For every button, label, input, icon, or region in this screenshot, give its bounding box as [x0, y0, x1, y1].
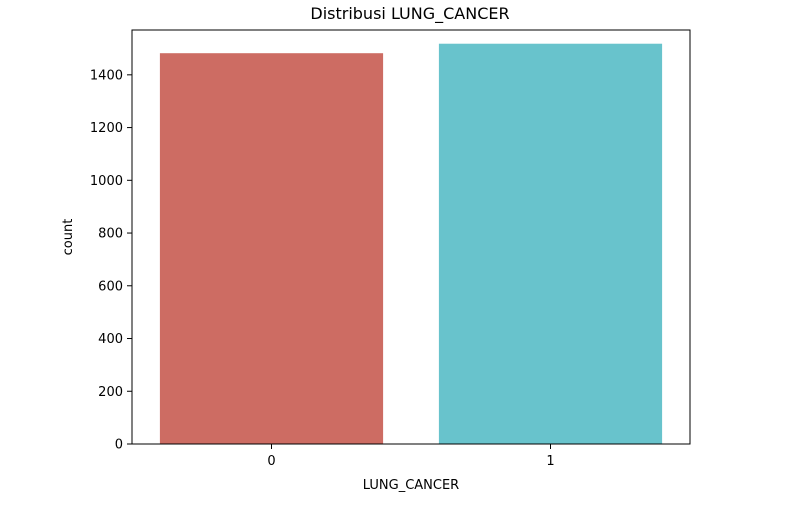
y-tick-label: 1400: [90, 68, 123, 83]
y-tick-label: 400: [98, 332, 123, 347]
x-tick-label: 1: [546, 454, 554, 469]
y-tick-label: 600: [98, 279, 123, 294]
y-tick-label: 0: [115, 438, 123, 453]
bar-1: [438, 43, 663, 445]
y-tick-label: 200: [98, 385, 123, 400]
plot-frame: [131, 29, 691, 445]
y-axis: 0 200 400 600 800 1000 1200 1400: [90, 68, 132, 453]
bars-layer: [159, 43, 663, 445]
y-axis-label: count: [61, 219, 76, 256]
bar-0: [159, 53, 384, 444]
x-tick-label: 0: [267, 454, 275, 469]
x-axis-label: LUNG_CANCER: [363, 478, 459, 493]
chart-title: Distribusi LUNG_CANCER: [310, 4, 509, 24]
y-tick-label: 800: [98, 227, 123, 242]
y-tick-label: 1000: [90, 174, 123, 189]
y-tick-label: 1200: [90, 121, 123, 136]
